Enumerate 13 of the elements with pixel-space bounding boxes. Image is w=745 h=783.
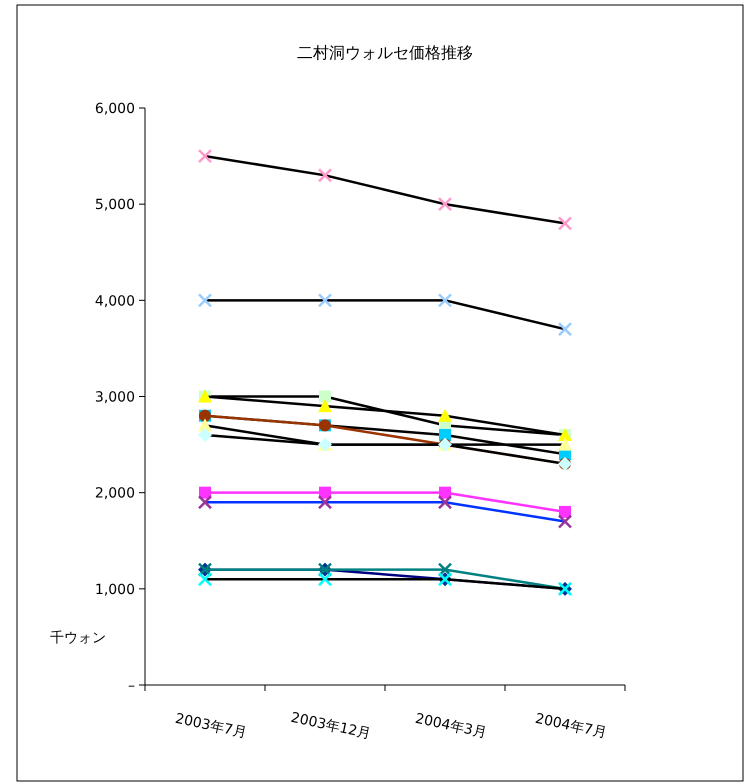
y-tick-label: 3,000 xyxy=(94,390,135,406)
y-tick-label: 2,000 xyxy=(94,486,135,502)
x-tick-label: 2003年7月 xyxy=(174,710,248,742)
y-tick-label: 6,000 xyxy=(94,101,135,117)
chart-title: 二村洞ウォルセ価格推移 xyxy=(297,43,473,62)
y-tick-label: 4,000 xyxy=(94,293,135,310)
y-tick-label: – xyxy=(128,678,135,694)
y-tick-label: 5,000 xyxy=(94,197,135,214)
x-tick-label: 2003年12月 xyxy=(289,710,372,742)
x-tick-label: 2004年7月 xyxy=(534,710,608,742)
y-tick-label: 1,000 xyxy=(94,582,135,598)
x-tick-label: 2004年3月 xyxy=(414,710,488,742)
y-axis-title: 千ウォン xyxy=(50,630,106,646)
